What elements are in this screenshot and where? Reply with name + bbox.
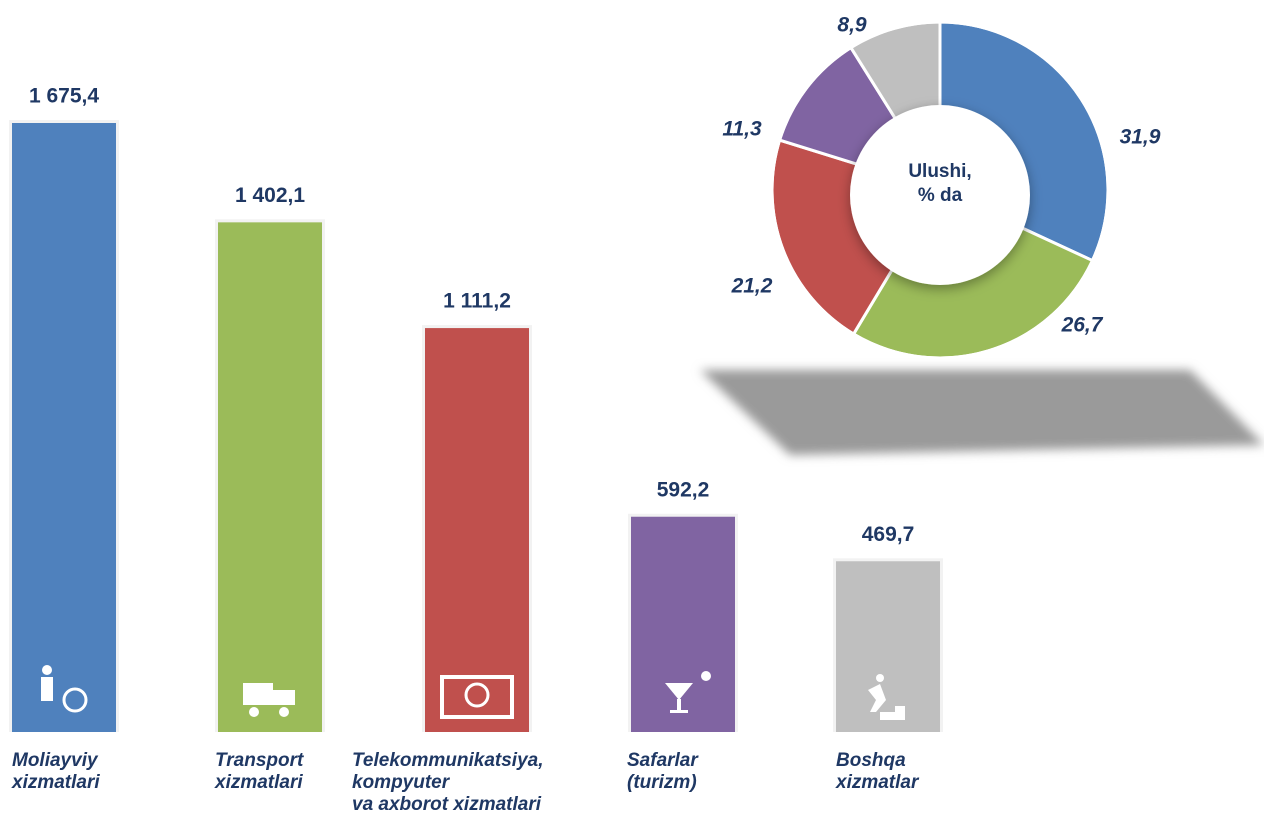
shadow xyxy=(700,370,1264,455)
icon xyxy=(243,683,273,705)
slice-label: 21,2 xyxy=(731,275,773,298)
icon xyxy=(665,683,693,700)
category-label: Boshqa xizmatlar xyxy=(836,750,919,793)
bar xyxy=(836,561,940,732)
category-label: Moliayviy xizmatlari xyxy=(12,750,100,793)
icon xyxy=(249,707,259,717)
slice-label: 31,9 xyxy=(1120,126,1161,149)
icon xyxy=(701,671,711,681)
value-label: 592,2 xyxy=(657,478,710,501)
value-label: 1 111,2 xyxy=(443,290,511,313)
bar xyxy=(12,123,116,732)
category-label: Transport xizmatlari xyxy=(215,750,304,793)
icon xyxy=(62,687,88,713)
value-label: 1 675,4 xyxy=(29,85,99,108)
category-label: Safarlar (turizm) xyxy=(627,750,698,793)
icon xyxy=(868,684,886,712)
slice-label: 26,7 xyxy=(1061,314,1104,337)
icon xyxy=(677,699,681,711)
value-label: 469,7 xyxy=(862,523,915,546)
icon xyxy=(440,675,514,719)
icon xyxy=(279,707,289,717)
icons xyxy=(41,665,905,720)
donut-ring xyxy=(770,20,1110,360)
donut-hole xyxy=(850,105,1030,285)
donut-title: Ulushi, % da xyxy=(908,161,972,206)
bar xyxy=(218,222,322,732)
icon xyxy=(876,674,884,682)
value-label: 1 402,1 xyxy=(235,184,305,207)
icon xyxy=(880,706,905,720)
icon xyxy=(42,665,52,675)
icon xyxy=(41,677,53,701)
icon xyxy=(670,710,688,713)
bar xyxy=(425,328,529,732)
slice-label: 8,9 xyxy=(837,14,867,37)
bar xyxy=(631,516,735,732)
icon xyxy=(464,682,490,708)
icon xyxy=(273,690,295,705)
category-label: Telekommunikatsiya, kompyuter va axborot… xyxy=(352,750,544,815)
slice-label: 11,3 xyxy=(722,118,762,141)
